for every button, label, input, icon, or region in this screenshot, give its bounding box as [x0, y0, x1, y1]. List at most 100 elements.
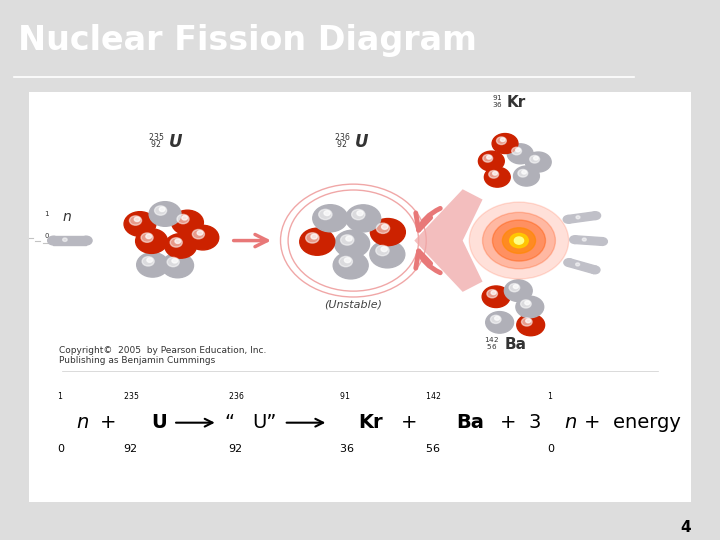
- Text: $^1$: $^1$: [57, 392, 63, 402]
- Circle shape: [175, 239, 181, 244]
- Text: Copyright©  2005  by Pearson Education, Inc.
Publishing as Benjamin Cummings: Copyright© 2005 by Pearson Education, In…: [58, 346, 266, 365]
- Circle shape: [344, 258, 351, 262]
- Circle shape: [134, 217, 140, 221]
- Circle shape: [48, 236, 59, 245]
- Circle shape: [335, 230, 369, 258]
- Circle shape: [590, 212, 600, 219]
- Circle shape: [516, 148, 521, 152]
- Circle shape: [357, 211, 363, 215]
- Circle shape: [306, 233, 319, 243]
- Circle shape: [492, 133, 518, 153]
- Circle shape: [146, 234, 151, 239]
- Circle shape: [564, 259, 574, 266]
- Circle shape: [149, 201, 181, 226]
- Text: U: U: [169, 133, 183, 151]
- Circle shape: [165, 234, 197, 258]
- Circle shape: [563, 215, 573, 223]
- Circle shape: [490, 315, 501, 323]
- Circle shape: [478, 151, 504, 171]
- Text: $^1$: $^1$: [546, 392, 553, 402]
- Polygon shape: [414, 189, 482, 292]
- Circle shape: [525, 301, 530, 305]
- Circle shape: [508, 144, 533, 164]
- Circle shape: [142, 256, 154, 266]
- Circle shape: [141, 233, 153, 242]
- Circle shape: [505, 280, 532, 301]
- FancyArrowPatch shape: [415, 208, 440, 230]
- Text: (Unstable): (Unstable): [325, 300, 382, 309]
- Circle shape: [177, 214, 189, 224]
- Circle shape: [487, 289, 498, 298]
- Circle shape: [124, 212, 156, 237]
- Circle shape: [197, 231, 203, 235]
- Text: $^{235}_{\ 92}$: $^{235}_{\ 92}$: [148, 131, 165, 151]
- Text: $n$: $n$: [76, 413, 89, 432]
- Circle shape: [130, 216, 142, 225]
- Text: U”: U”: [253, 413, 277, 432]
- Text: +  energy: + energy: [584, 413, 681, 432]
- Circle shape: [517, 314, 544, 336]
- Circle shape: [351, 210, 365, 220]
- Text: $^{235}$: $^{235}$: [123, 392, 139, 402]
- Circle shape: [63, 238, 67, 241]
- Text: Kr: Kr: [359, 413, 383, 432]
- Circle shape: [170, 238, 182, 247]
- Circle shape: [469, 202, 569, 279]
- Circle shape: [377, 223, 390, 233]
- Circle shape: [497, 137, 506, 145]
- Text: U: U: [355, 133, 368, 151]
- Text: +: +: [100, 413, 117, 432]
- Circle shape: [187, 225, 219, 250]
- Text: $0$: $0$: [546, 442, 555, 454]
- Text: $36$: $36$: [339, 442, 354, 454]
- Circle shape: [319, 210, 332, 220]
- Circle shape: [324, 211, 330, 215]
- Text: +: +: [401, 413, 418, 432]
- Text: $^{236}$: $^{236}$: [228, 392, 244, 402]
- Circle shape: [376, 245, 389, 255]
- Text: 4: 4: [680, 519, 691, 535]
- Circle shape: [510, 233, 528, 248]
- Circle shape: [192, 230, 204, 239]
- FancyBboxPatch shape: [22, 86, 698, 508]
- Circle shape: [598, 238, 608, 245]
- Circle shape: [513, 166, 539, 186]
- Circle shape: [300, 228, 335, 255]
- Circle shape: [135, 229, 168, 253]
- Text: $_0$: $_0$: [45, 231, 50, 241]
- Circle shape: [492, 220, 546, 261]
- Text: $^{91}$: $^{91}$: [339, 392, 350, 402]
- Text: Nuclear Fission Diagram: Nuclear Fission Diagram: [18, 24, 477, 57]
- Circle shape: [582, 238, 586, 241]
- Circle shape: [339, 256, 352, 267]
- Circle shape: [500, 138, 505, 141]
- Text: $^1$: $^1$: [45, 211, 50, 221]
- Circle shape: [172, 259, 178, 263]
- Circle shape: [526, 319, 531, 323]
- Circle shape: [513, 285, 518, 288]
- Polygon shape: [575, 236, 603, 245]
- Circle shape: [171, 210, 203, 235]
- Text: $0$: $0$: [57, 442, 65, 454]
- Circle shape: [590, 266, 600, 274]
- Circle shape: [522, 171, 526, 174]
- Polygon shape: [567, 259, 597, 274]
- Text: $^{91}_{36}$: $^{91}_{36}$: [492, 93, 503, 110]
- Circle shape: [514, 237, 523, 244]
- Circle shape: [521, 318, 532, 326]
- Text: $^{236}_{\ 92}$: $^{236}_{\ 92}$: [333, 131, 350, 151]
- Circle shape: [147, 258, 153, 262]
- Circle shape: [516, 296, 544, 318]
- Circle shape: [489, 171, 498, 178]
- Text: $^{142}$: $^{142}$: [425, 392, 441, 402]
- Text: Kr: Kr: [507, 94, 526, 110]
- Circle shape: [570, 236, 580, 244]
- Circle shape: [370, 241, 405, 268]
- Text: $n$: $n$: [63, 210, 72, 224]
- Text: $92$: $92$: [123, 442, 138, 454]
- Text: $^{142}_{\ 56}$: $^{142}_{\ 56}$: [484, 335, 499, 353]
- Circle shape: [491, 291, 496, 295]
- FancyArrowPatch shape: [176, 419, 212, 427]
- Text: $n$: $n$: [564, 413, 577, 432]
- Circle shape: [311, 234, 318, 239]
